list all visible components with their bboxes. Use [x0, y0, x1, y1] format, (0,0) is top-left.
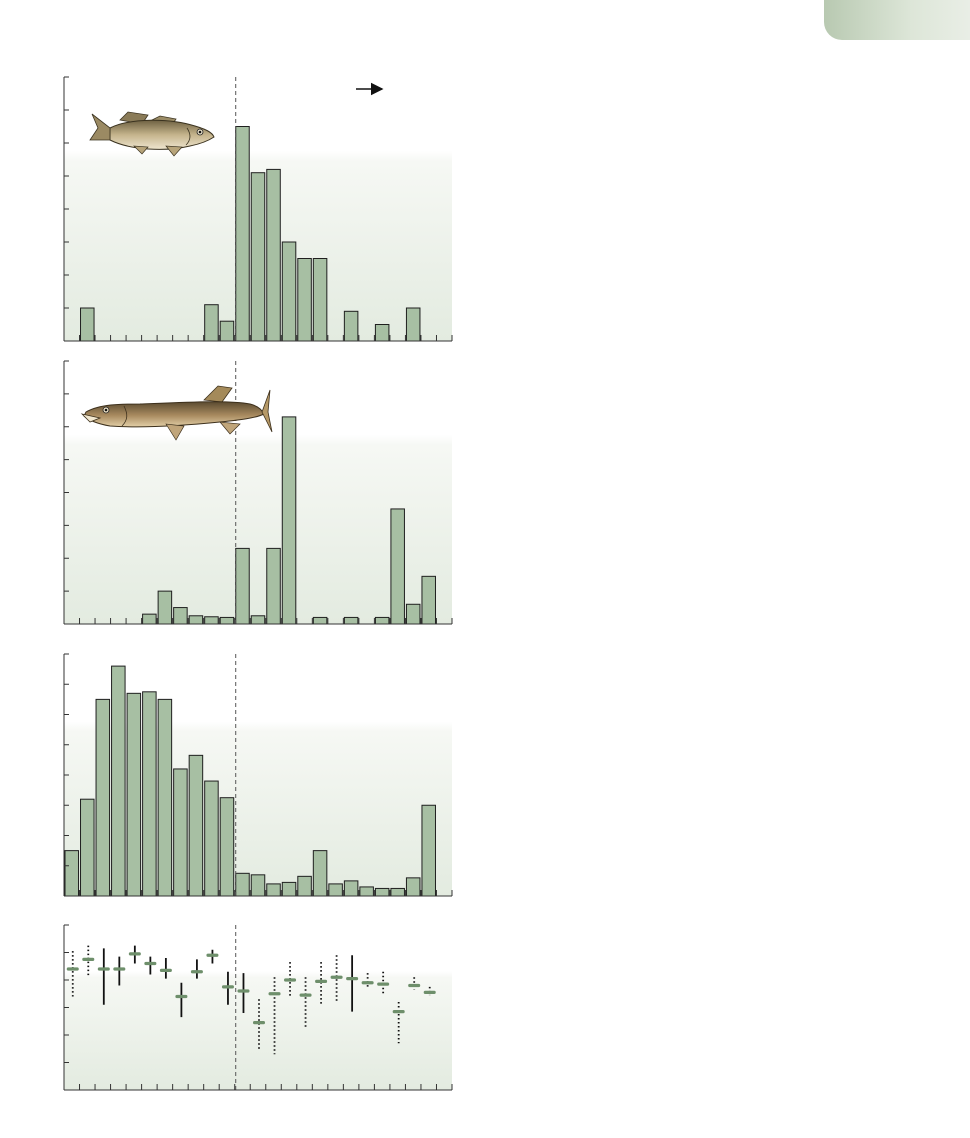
bar	[143, 614, 157, 624]
bar	[205, 781, 219, 896]
bar	[422, 576, 436, 624]
data-point	[191, 970, 203, 973]
bar	[112, 666, 126, 896]
data-point	[175, 995, 187, 998]
data-point	[206, 954, 218, 957]
bar	[251, 173, 265, 341]
data-point	[269, 992, 281, 995]
bar	[174, 769, 188, 896]
data-point	[98, 967, 110, 970]
bar	[236, 127, 250, 342]
bar	[158, 591, 172, 624]
bar	[158, 699, 172, 896]
bar	[298, 259, 312, 342]
bar	[81, 799, 95, 896]
bar	[189, 616, 203, 624]
bar	[406, 604, 420, 624]
data-point	[237, 989, 249, 992]
bar	[127, 693, 141, 896]
data-point	[315, 980, 327, 983]
data-point	[408, 984, 420, 987]
bar	[220, 321, 234, 341]
bar	[391, 509, 405, 624]
data-point	[393, 1010, 405, 1013]
bar	[251, 875, 265, 896]
bar	[329, 884, 343, 896]
data-point	[300, 994, 312, 997]
bar	[205, 617, 219, 624]
bar	[406, 308, 420, 341]
bar	[267, 548, 281, 624]
bar	[313, 617, 327, 624]
bar	[313, 851, 327, 896]
bar	[220, 798, 234, 896]
bar	[267, 884, 281, 896]
bar	[65, 851, 79, 896]
data-point	[377, 983, 389, 986]
bar	[344, 617, 358, 624]
bar	[375, 888, 389, 896]
bar	[282, 417, 296, 624]
bar	[344, 881, 358, 896]
bar	[251, 616, 265, 624]
data-point	[424, 991, 436, 994]
chart-panel-walleye	[64, 77, 452, 341]
bar	[143, 692, 157, 896]
bar	[360, 887, 374, 896]
bar	[236, 873, 250, 896]
bar	[189, 755, 203, 896]
chart-panel-third	[64, 654, 452, 896]
data-point	[67, 967, 79, 970]
bar	[282, 882, 296, 896]
bar	[236, 548, 250, 624]
bar	[422, 805, 436, 896]
data-point	[284, 978, 296, 981]
bar	[375, 325, 389, 342]
data-point	[129, 952, 141, 955]
bar	[205, 305, 219, 341]
bar	[220, 617, 234, 624]
chart-panel-fourth	[64, 925, 452, 1090]
plot-background	[64, 925, 452, 1090]
data-point	[160, 969, 172, 972]
data-point	[113, 967, 125, 970]
bar	[174, 608, 188, 624]
data-point	[222, 985, 234, 988]
data-point	[362, 981, 374, 984]
data-point	[144, 962, 156, 965]
bar	[344, 311, 358, 341]
bar	[96, 699, 110, 896]
bar	[406, 878, 420, 896]
bar	[81, 308, 95, 341]
bar	[282, 242, 296, 341]
chart-panel-pike	[64, 361, 452, 624]
data-point	[346, 977, 358, 980]
data-point	[331, 976, 343, 979]
bar	[375, 617, 389, 624]
bar	[267, 169, 281, 341]
data-point	[253, 1021, 265, 1024]
data-point	[82, 958, 94, 961]
bar	[298, 876, 312, 896]
bar	[391, 888, 405, 896]
bar	[313, 259, 327, 342]
